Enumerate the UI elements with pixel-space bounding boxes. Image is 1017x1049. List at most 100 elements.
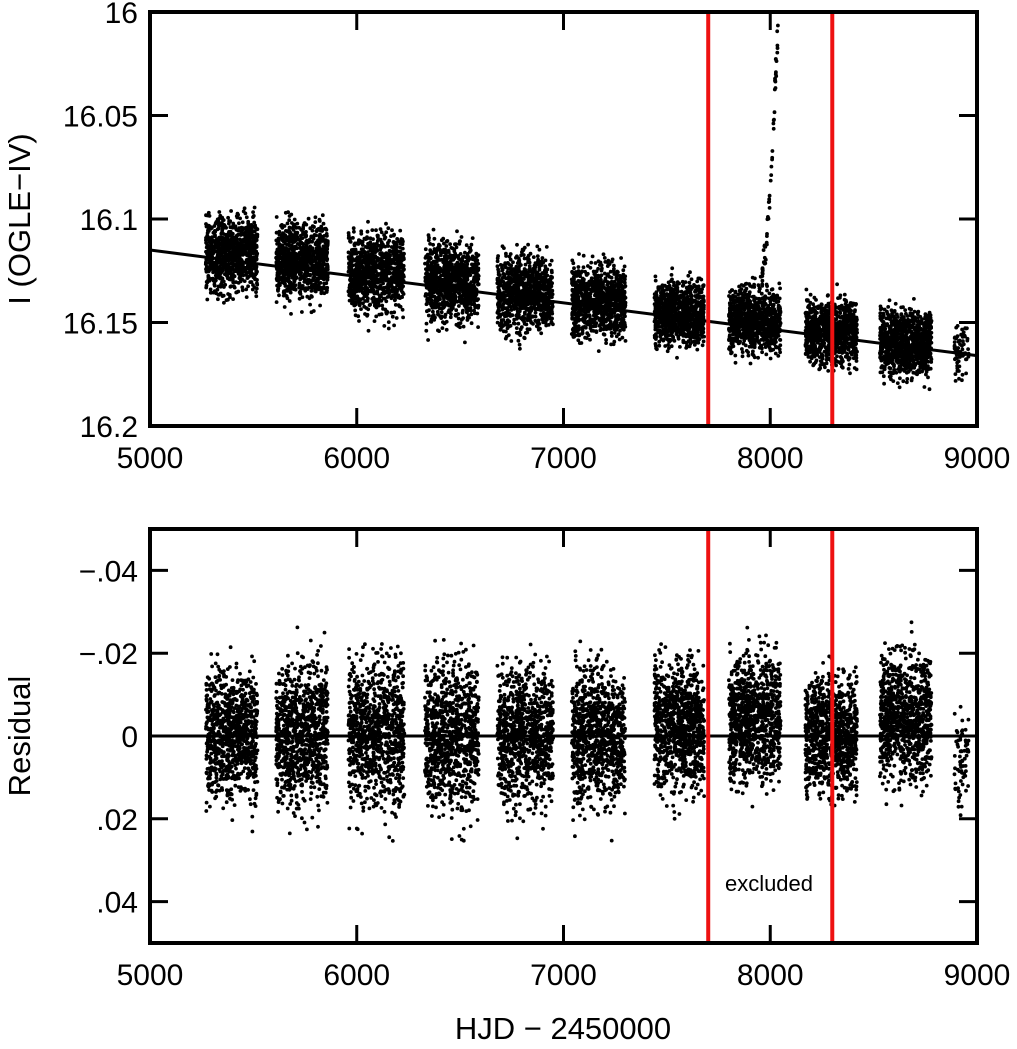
data-point xyxy=(235,290,239,295)
data-point xyxy=(378,248,382,252)
data-point xyxy=(205,245,210,250)
data-point xyxy=(293,283,298,287)
data-point xyxy=(352,229,356,234)
data-point xyxy=(368,282,372,286)
data-point xyxy=(453,284,457,288)
data-point xyxy=(251,215,255,220)
data-point xyxy=(213,229,218,234)
data-point xyxy=(309,260,314,264)
data-point xyxy=(216,284,221,289)
data-point xyxy=(232,285,237,290)
data-point xyxy=(539,331,544,336)
top-data-points xyxy=(203,23,971,392)
data-point xyxy=(348,251,352,256)
data-point xyxy=(309,310,314,315)
data-point xyxy=(296,253,301,257)
data-point xyxy=(236,228,241,233)
data-point xyxy=(347,267,352,272)
data-point xyxy=(222,300,226,305)
data-point xyxy=(546,284,550,288)
data-point xyxy=(365,229,370,234)
data-point xyxy=(231,297,236,301)
data-point xyxy=(517,298,522,303)
data-point xyxy=(205,297,210,302)
data-point xyxy=(398,304,403,309)
data-point xyxy=(379,230,384,235)
data-point xyxy=(495,281,500,286)
data-point xyxy=(470,285,475,289)
data-point xyxy=(533,310,538,315)
data-point xyxy=(517,331,521,336)
data-point xyxy=(456,312,461,316)
data-point xyxy=(506,276,510,281)
data-point xyxy=(547,278,552,283)
data-point xyxy=(353,247,358,252)
data-point xyxy=(287,214,292,218)
data-point xyxy=(504,334,509,339)
data-point xyxy=(460,255,465,260)
data-point xyxy=(577,252,581,256)
data-point xyxy=(290,236,295,241)
data-point xyxy=(402,251,406,256)
data-point xyxy=(434,275,438,280)
data-point xyxy=(402,267,406,271)
data-point xyxy=(225,265,230,269)
data-point xyxy=(540,256,545,260)
data-point xyxy=(426,266,430,270)
data-point xyxy=(430,294,435,299)
data-point xyxy=(623,284,628,288)
data-point xyxy=(498,304,503,309)
data-point xyxy=(393,271,397,275)
data-point xyxy=(541,260,546,265)
data-point xyxy=(274,300,279,304)
data-point xyxy=(502,246,506,251)
data-point xyxy=(353,308,358,313)
data-point xyxy=(510,267,514,272)
data-point xyxy=(393,297,397,302)
data-point xyxy=(461,271,466,275)
data-point xyxy=(358,239,362,243)
data-point xyxy=(527,309,532,314)
data-point xyxy=(436,328,440,333)
data-point xyxy=(513,284,518,289)
data-point xyxy=(300,236,305,241)
data-point xyxy=(535,244,540,249)
panel-magnitude: 5000 6000 7000 8000 90001616.0516.116.1516.2… xyxy=(2,0,1010,475)
data-point xyxy=(324,281,329,286)
data-point xyxy=(238,233,243,237)
data-point xyxy=(290,240,295,245)
data-point xyxy=(543,266,548,271)
data-point xyxy=(428,251,433,256)
data-point xyxy=(620,335,625,340)
data-point xyxy=(576,265,581,269)
data-point xyxy=(362,251,367,256)
data-point xyxy=(532,286,537,291)
data-point xyxy=(321,244,326,249)
data-point xyxy=(289,312,293,316)
data-point xyxy=(354,258,358,263)
data-point xyxy=(426,338,430,342)
data-point xyxy=(508,323,513,328)
data-point xyxy=(435,263,440,268)
data-point xyxy=(246,274,251,279)
data-point xyxy=(394,316,399,320)
data-point xyxy=(508,288,513,292)
data-point xyxy=(524,285,529,289)
data-point xyxy=(458,295,462,300)
data-point xyxy=(383,307,388,312)
data-point xyxy=(509,339,514,343)
data-point xyxy=(249,280,254,284)
data-point xyxy=(373,250,378,255)
data-point xyxy=(496,308,501,313)
data-point xyxy=(457,291,462,296)
data-point xyxy=(503,285,508,289)
data-point xyxy=(350,293,355,297)
data-point xyxy=(476,325,480,329)
data-point xyxy=(218,264,222,269)
data-point xyxy=(423,261,427,266)
data-point xyxy=(533,318,538,323)
data-point xyxy=(282,224,287,228)
data-point xyxy=(528,301,533,306)
data-point xyxy=(426,233,431,238)
data-point xyxy=(316,227,321,232)
